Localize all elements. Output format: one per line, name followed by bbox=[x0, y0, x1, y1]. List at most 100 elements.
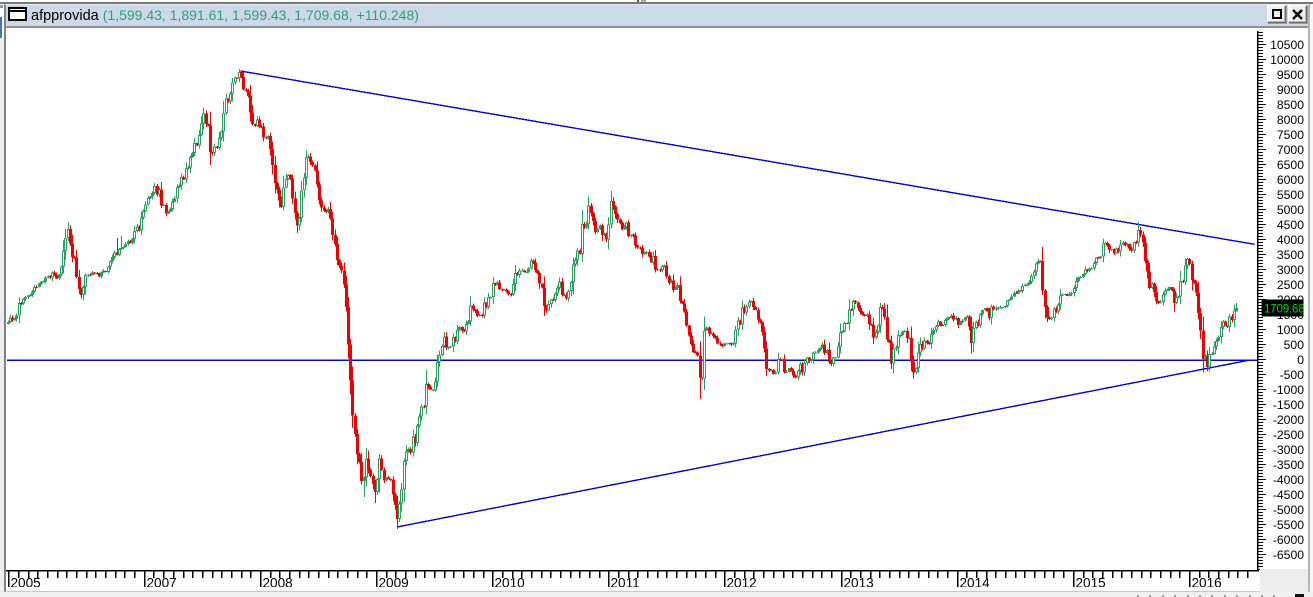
candle-body-down bbox=[739, 320, 742, 325]
candle-body-down bbox=[429, 386, 432, 390]
y-tick-minor bbox=[1258, 124, 1263, 127]
candle-wick bbox=[1091, 267, 1092, 270]
y-tick-minor bbox=[1258, 547, 1263, 550]
y-tick-minor bbox=[1258, 271, 1263, 274]
candle-body-down bbox=[594, 220, 597, 232]
y-axis-label: 5500 bbox=[1277, 188, 1304, 202]
candle-body-up bbox=[834, 357, 837, 359]
x-tick-month bbox=[347, 571, 349, 578]
candle-hollow-center bbox=[143, 211, 144, 217]
candle-hollow-center bbox=[219, 139, 220, 148]
candle-hollow-center bbox=[1234, 311, 1235, 320]
y-tick-minor bbox=[1258, 499, 1263, 502]
candle-hollow-center bbox=[23, 300, 24, 303]
candle-body-up bbox=[24, 297, 27, 300]
candle-body-up bbox=[1122, 242, 1125, 245]
candle-body-up bbox=[981, 310, 984, 314]
y-tick-minor bbox=[1258, 70, 1263, 73]
x-tick-month bbox=[715, 571, 717, 578]
x-tick-month bbox=[37, 571, 39, 578]
candle-hollow-center bbox=[916, 369, 917, 372]
candle-body-down bbox=[641, 247, 644, 254]
candle-wick bbox=[1236, 302, 1237, 312]
candle-hollow-center bbox=[980, 314, 981, 325]
candle-body-down bbox=[380, 458, 383, 470]
y-axis-label: 10000 bbox=[1270, 53, 1304, 67]
candle-body-down bbox=[968, 316, 971, 327]
x-tick-month bbox=[1237, 571, 1239, 578]
candle-hollow-center bbox=[738, 321, 739, 329]
candle-hollow-center bbox=[749, 302, 750, 306]
candle-hollow-center bbox=[704, 331, 705, 378]
candle-body-down bbox=[716, 337, 719, 344]
candlestick-chart[interactable]: 1050010000950090008500800075007000650060… bbox=[6, 28, 1308, 587]
candle-body-up bbox=[191, 153, 194, 157]
candle-body-up bbox=[173, 198, 176, 202]
candle-hollow-center bbox=[807, 358, 808, 363]
x-tick-month bbox=[870, 571, 872, 578]
x-tick-month bbox=[1170, 571, 1172, 578]
y-tick-major bbox=[1258, 118, 1266, 121]
close-button[interactable] bbox=[1288, 5, 1307, 23]
candle-body-down bbox=[325, 210, 328, 213]
candle-body-up bbox=[725, 343, 728, 345]
y-tick-major bbox=[1258, 373, 1266, 376]
candle-body-up bbox=[785, 371, 788, 373]
y-axis-label: -3000 bbox=[1273, 443, 1304, 457]
y-tick-minor bbox=[1258, 187, 1263, 190]
candle-body-down bbox=[320, 200, 323, 208]
x-tick-month bbox=[705, 571, 707, 578]
y-axis-label: 7500 bbox=[1277, 128, 1304, 142]
window-menu-icon[interactable] bbox=[8, 7, 27, 21]
candle-wick bbox=[782, 358, 783, 362]
y-tick-minor bbox=[1258, 286, 1263, 289]
candle-wick bbox=[847, 322, 848, 324]
candle-body-up bbox=[585, 223, 588, 228]
candle-hollow-center bbox=[575, 260, 576, 264]
candle-body-down bbox=[336, 243, 339, 261]
y-tick-minor bbox=[1258, 181, 1263, 184]
x-tick-month bbox=[599, 571, 601, 578]
y-tick-minor bbox=[1258, 394, 1263, 397]
candle-body-down bbox=[1128, 244, 1131, 249]
x-tick-month bbox=[1131, 571, 1133, 578]
x-tick-month bbox=[424, 571, 426, 578]
y-tick-minor bbox=[1258, 37, 1263, 40]
chart-window-titlebar[interactable]: afpprovida (1,599.43, 1,891.61, 1,599.43… bbox=[6, 5, 1308, 28]
y-tick-minor bbox=[1258, 412, 1263, 415]
y-tick-minor bbox=[1258, 322, 1263, 325]
x-tick-month bbox=[1063, 571, 1065, 578]
candle-body-down bbox=[323, 207, 326, 211]
candle-body-down bbox=[1202, 330, 1205, 359]
candle-wick bbox=[1000, 305, 1001, 309]
x-tick-month bbox=[1141, 571, 1143, 578]
candle-body-down bbox=[258, 119, 261, 127]
chart-plot-area[interactable]: 10500 10000 9500 9000 8500 8000 7500 7000 6500 60… bbox=[6, 28, 1308, 592]
candle-body-up bbox=[1088, 268, 1091, 272]
y-tick-minor bbox=[1258, 244, 1263, 247]
candle-body-up bbox=[563, 294, 566, 296]
y-axis-label: 9000 bbox=[1277, 83, 1304, 97]
candle-body-down bbox=[639, 247, 642, 249]
candle-body-down bbox=[116, 252, 119, 255]
candle-hollow-center bbox=[936, 326, 937, 329]
candle-body-down bbox=[93, 272, 96, 274]
candle-wick bbox=[1062, 293, 1063, 296]
x-tick-month bbox=[637, 571, 639, 578]
x-tick-month bbox=[966, 571, 968, 578]
chart-window: afpprovida (1,599.43, 1,891.61, 1,599.43… bbox=[4, 4, 1310, 592]
candle-body-down bbox=[454, 336, 457, 342]
y-tick-minor bbox=[1258, 532, 1263, 535]
y-axis-label: -1000 bbox=[1273, 383, 1304, 397]
candle-body-up bbox=[630, 234, 633, 237]
candle-body-up bbox=[1017, 290, 1020, 294]
candle-body-down bbox=[383, 469, 386, 481]
candle-body-down bbox=[590, 205, 593, 214]
y-tick-minor bbox=[1258, 535, 1263, 538]
candle-body-down bbox=[329, 208, 332, 219]
candle-body-down bbox=[941, 325, 944, 327]
candle-body-down bbox=[1171, 287, 1174, 291]
y-tick-minor bbox=[1258, 346, 1263, 349]
maximize-button[interactable] bbox=[1267, 5, 1286, 23]
candle-body-down bbox=[612, 200, 615, 207]
